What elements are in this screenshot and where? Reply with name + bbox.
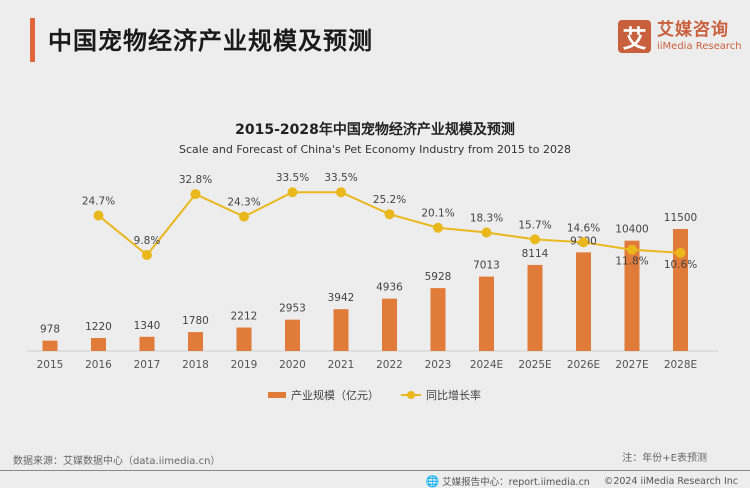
footer: 🌐 艾媒报告中心：report.iimedia.cn ©2024 iiMedia… xyxy=(425,474,738,488)
bar-value-label: 8114 xyxy=(522,248,549,260)
x-tick-label: 2024E xyxy=(470,359,503,371)
globe-icon: 🌐 xyxy=(425,474,440,488)
bar-value-label: 1780 xyxy=(182,315,209,327)
growth-rate-point xyxy=(142,250,152,261)
x-tick-label: 2017 xyxy=(134,359,161,371)
legend-line-label: 同比增长率 xyxy=(426,389,481,402)
bar xyxy=(673,229,688,351)
x-tick-label: 2021 xyxy=(328,359,355,371)
x-tick-label: 2027E xyxy=(615,359,648,371)
bar-value-label: 4936 xyxy=(376,282,403,294)
copyright: ©2024 iiMedia Research Inc xyxy=(603,475,738,487)
growth-rate-label: 33.5% xyxy=(324,172,357,184)
bar xyxy=(576,252,591,351)
growth-rate-label: 33.5% xyxy=(276,172,309,184)
legend-bar-swatch xyxy=(268,392,286,398)
x-tick-label: 2026E xyxy=(567,359,600,371)
bar xyxy=(42,340,58,351)
forecast-note: 注：年份+E表预测 xyxy=(622,453,707,464)
bar xyxy=(91,338,106,351)
chart-title: 2015-2028年中国宠物经济产业规模及预测 xyxy=(235,122,515,138)
x-tick-label: 2022 xyxy=(376,359,403,371)
bar xyxy=(333,309,349,351)
growth-rate-point xyxy=(336,187,346,198)
growth-rate-point xyxy=(93,210,104,221)
bar-value-label: 978 xyxy=(40,324,60,336)
legend-bar-label: 产业规模（亿元） xyxy=(291,389,379,402)
logo-cn-text: 艾媒咨询 xyxy=(657,19,729,40)
x-tick-label: 2018 xyxy=(182,359,209,371)
growth-rate-point xyxy=(675,247,686,258)
x-tick-label: 2025E xyxy=(518,359,551,371)
x-tick-label: 2015 xyxy=(37,359,64,371)
growth-rate-point xyxy=(530,234,540,245)
bar xyxy=(430,288,446,351)
data-source: 数据来源：艾媒数据中心（data.iimedia.cn） xyxy=(13,456,221,467)
logo-mark-icon: 艾 xyxy=(618,20,651,53)
bar xyxy=(285,319,300,351)
bar xyxy=(139,336,155,351)
growth-rate-label: 24.3% xyxy=(227,197,260,209)
x-tick-label: 2028E xyxy=(664,359,697,371)
x-tick-label: 2020 xyxy=(279,359,306,371)
legend-line-swatch xyxy=(401,390,421,400)
x-tick-label: 2016 xyxy=(85,359,112,371)
x-tick-label: 2023 xyxy=(425,359,452,371)
iimedia-logo: 艾 艾媒咨询 iiMedia Research xyxy=(618,20,742,53)
growth-rate-label: 25.2% xyxy=(373,194,406,206)
bar xyxy=(479,276,494,351)
growth-rate-label: 20.1% xyxy=(421,208,454,220)
bar-value-label: 7013 xyxy=(473,260,500,272)
title-accent-bar xyxy=(30,18,35,62)
growth-rate-label: 9.8% xyxy=(134,235,161,247)
growth-rate-label: 32.8% xyxy=(179,174,212,186)
bar-value-label: 10400 xyxy=(615,224,648,236)
bar xyxy=(624,240,640,351)
logo-en-text: iiMedia Research xyxy=(657,40,742,52)
growth-rate-label: 24.7% xyxy=(82,196,115,208)
growth-rate-point xyxy=(287,187,298,198)
bar-value-label: 2212 xyxy=(231,311,258,323)
footer-divider xyxy=(0,470,750,471)
growth-rate-label: 15.7% xyxy=(518,219,551,231)
bar-value-label: 3942 xyxy=(328,292,355,304)
growth-rate-point xyxy=(481,227,492,238)
bar-value-label: 1340 xyxy=(134,320,161,332)
report-center-link[interactable]: 艾媒报告中心：report.iimedia.cn xyxy=(442,477,590,488)
growth-rate-label: 14.6% xyxy=(567,222,600,234)
bar xyxy=(527,264,543,351)
growth-rate-label: 11.8% xyxy=(615,256,648,268)
growth-rate-label: 10.6% xyxy=(664,259,697,271)
x-tick-label: 2019 xyxy=(231,359,258,371)
bar xyxy=(382,298,397,351)
chart-legend: 产业规模（亿元） 同比增长率 xyxy=(268,387,481,403)
bar xyxy=(236,327,252,351)
bar-value-label: 5928 xyxy=(425,271,452,283)
growth-rate-point xyxy=(239,211,249,222)
growth-rate-label: 18.3% xyxy=(470,213,503,225)
bar-value-label: 2953 xyxy=(279,303,306,315)
growth-rate-point xyxy=(578,237,589,248)
growth-rate-point xyxy=(190,189,201,200)
growth-rate-point xyxy=(384,209,395,220)
growth-rate-point xyxy=(627,244,637,255)
bar-value-label: 11500 xyxy=(664,212,697,224)
bar xyxy=(188,332,203,351)
growth-rate-point xyxy=(433,222,443,233)
bar-value-label: 1220 xyxy=(85,321,112,333)
chart-subtitle: Scale and Forecast of China's Pet Econom… xyxy=(179,143,571,156)
page-title: 中国宠物经济产业规模及预测 xyxy=(48,27,373,55)
